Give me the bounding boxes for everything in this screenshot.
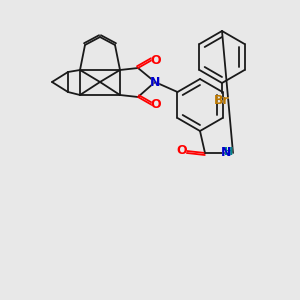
- Text: O: O: [151, 98, 161, 112]
- Text: O: O: [177, 145, 187, 158]
- Text: N: N: [150, 76, 160, 88]
- Text: H: H: [224, 147, 234, 157]
- Text: O: O: [151, 98, 161, 112]
- Text: O: O: [177, 145, 187, 158]
- Text: N: N: [221, 146, 231, 158]
- Text: Br: Br: [214, 94, 230, 107]
- Text: O: O: [151, 53, 161, 67]
- Text: N: N: [221, 146, 231, 158]
- Text: N: N: [150, 76, 160, 88]
- Text: H: H: [224, 147, 234, 157]
- Text: Br: Br: [214, 94, 230, 107]
- Text: O: O: [151, 53, 161, 67]
